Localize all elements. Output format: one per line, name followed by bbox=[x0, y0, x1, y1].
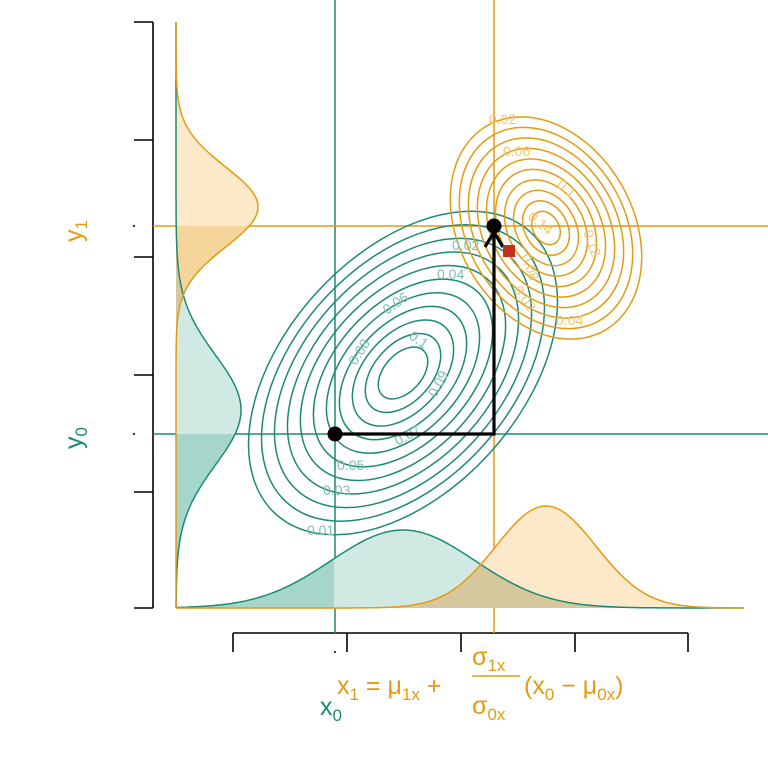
contour-ellipse bbox=[364, 332, 442, 414]
orange-contour-label: 0.06 bbox=[503, 143, 530, 159]
bottom-marginals bbox=[175, 505, 745, 609]
x0-tick-dot bbox=[334, 651, 336, 653]
orange-bottom-density-line bbox=[176, 505, 744, 609]
contour-ellipse bbox=[530, 210, 562, 246]
contour-ellipse bbox=[458, 126, 634, 330]
contour-ellipse bbox=[338, 305, 468, 441]
y0-tick-dot bbox=[133, 433, 135, 435]
green-contour-label: 0.06 bbox=[380, 289, 412, 318]
contour-ellipse bbox=[476, 147, 616, 309]
contour-ellipse bbox=[325, 292, 481, 454]
contour-ellipse bbox=[299, 264, 507, 482]
orange-contour-label: 0.08 bbox=[518, 252, 542, 283]
orange-left-density-dark-fill bbox=[176, 226, 250, 608]
contour-ellipse bbox=[273, 237, 533, 509]
x-axis bbox=[232, 632, 689, 652]
left-marginals bbox=[175, 22, 259, 608]
point-x1-y1 bbox=[486, 218, 502, 234]
contour-ellipse bbox=[449, 116, 643, 340]
svg-text:σ0x: σ0x bbox=[472, 692, 506, 724]
mapping-path bbox=[327, 218, 515, 442]
contour-ellipse bbox=[512, 189, 580, 267]
y0-label: y0 bbox=[60, 427, 91, 449]
svg-text:x1 = μ1x +: x1 = μ1x + bbox=[337, 672, 441, 704]
green-bottom-density-dark-fill bbox=[176, 558, 334, 608]
green-contour-label: 0.03 bbox=[323, 482, 350, 498]
contour-ellipse bbox=[286, 251, 520, 495]
orange-contour-label: 0.12 bbox=[580, 228, 604, 259]
y1-tick-dot bbox=[133, 225, 135, 227]
green-left-density-line bbox=[175, 22, 242, 608]
contour-ellipse bbox=[260, 224, 546, 522]
green-contour-label: 0.05 bbox=[337, 457, 364, 473]
orange-contour-label: 0.14 bbox=[525, 208, 556, 238]
green-contours bbox=[247, 210, 559, 536]
green-contour-label: 0.02 bbox=[452, 237, 479, 253]
orange-contour-label: 0.02 bbox=[489, 111, 516, 127]
orange-left-density-line bbox=[175, 22, 259, 608]
green-contour-label: 0.08 bbox=[345, 336, 373, 368]
orange-bottom-density-fill bbox=[176, 506, 745, 608]
green-left-density-fill bbox=[176, 22, 241, 608]
green-left-density-dark-fill bbox=[176, 434, 236, 608]
green-bottom-density-line bbox=[175, 529, 744, 609]
svg-text:(x0 − μ0x): (x0 − μ0x) bbox=[524, 672, 624, 704]
x0-label: x0 bbox=[320, 693, 342, 725]
y1-label: y1 bbox=[60, 220, 91, 242]
contour-ellipse bbox=[521, 200, 571, 256]
svg-text:σ1x: σ1x bbox=[472, 643, 506, 675]
contour-ellipse bbox=[377, 346, 429, 400]
contour-ellipse bbox=[485, 158, 607, 298]
green-contour-label: 0.01 bbox=[307, 522, 334, 538]
point-x0-y0 bbox=[327, 426, 343, 442]
y-axis bbox=[134, 21, 154, 609]
green-contour-label: 0.04 bbox=[437, 266, 464, 282]
contour-ellipse bbox=[247, 210, 559, 536]
conditional-mean-equation: x1 = μ1x + σ1x σ0x (x0 − μ0x) bbox=[337, 643, 624, 724]
overlap-bottom-fill bbox=[176, 565, 745, 608]
contour-ellipse bbox=[467, 137, 625, 319]
contour-ellipse bbox=[312, 278, 494, 468]
orange-mean-marker bbox=[503, 245, 515, 257]
contour-ellipse bbox=[351, 319, 455, 427]
mapping-elbow-line bbox=[335, 234, 496, 436]
orange-left-density-fill bbox=[176, 22, 258, 608]
orange-contour-label: 0.04 bbox=[556, 312, 583, 328]
